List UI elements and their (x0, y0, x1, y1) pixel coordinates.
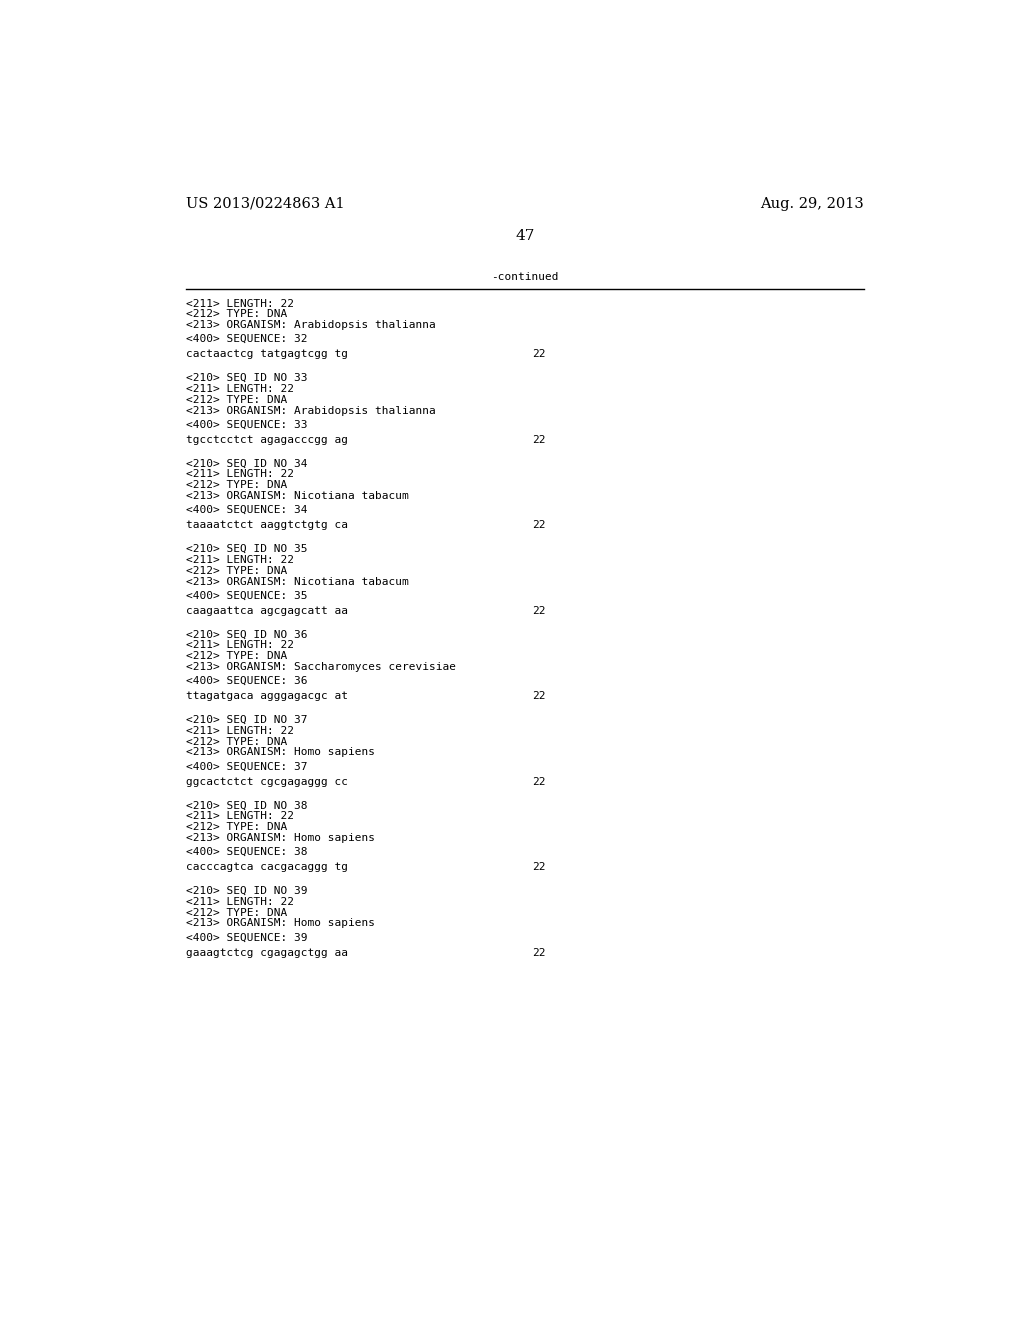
Text: 22: 22 (532, 862, 546, 873)
Text: <212> TYPE: DNA: <212> TYPE: DNA (186, 566, 288, 576)
Text: <400> SEQUENCE: 37: <400> SEQUENCE: 37 (186, 762, 307, 771)
Text: <210> SEQ ID NO 33: <210> SEQ ID NO 33 (186, 374, 307, 383)
Text: <400> SEQUENCE: 38: <400> SEQUENCE: 38 (186, 847, 307, 857)
Text: <210> SEQ ID NO 37: <210> SEQ ID NO 37 (186, 715, 307, 725)
Text: US 2013/0224863 A1: US 2013/0224863 A1 (186, 197, 345, 211)
Text: -continued: -continued (492, 272, 559, 282)
Text: <213> ORGANISM: Homo sapiens: <213> ORGANISM: Homo sapiens (186, 833, 375, 843)
Text: <210> SEQ ID NO 36: <210> SEQ ID NO 36 (186, 630, 307, 640)
Text: <400> SEQUENCE: 35: <400> SEQUENCE: 35 (186, 590, 307, 601)
Text: 22: 22 (532, 434, 546, 445)
Text: 22: 22 (532, 948, 546, 957)
Text: <212> TYPE: DNA: <212> TYPE: DNA (186, 908, 288, 917)
Text: <212> TYPE: DNA: <212> TYPE: DNA (186, 822, 288, 832)
Text: <210> SEQ ID NO 39: <210> SEQ ID NO 39 (186, 886, 307, 896)
Text: ttagatgaca agggagacgc at: ttagatgaca agggagacgc at (186, 692, 348, 701)
Text: <213> ORGANISM: Homo sapiens: <213> ORGANISM: Homo sapiens (186, 747, 375, 758)
Text: cacccagtca cacgacaggg tg: cacccagtca cacgacaggg tg (186, 862, 348, 873)
Text: <400> SEQUENCE: 36: <400> SEQUENCE: 36 (186, 676, 307, 686)
Text: <213> ORGANISM: Arabidopsis thalianna: <213> ORGANISM: Arabidopsis thalianna (186, 321, 436, 330)
Text: <212> TYPE: DNA: <212> TYPE: DNA (186, 480, 288, 490)
Text: <211> LENGTH: 22: <211> LENGTH: 22 (186, 470, 294, 479)
Text: <213> ORGANISM: Saccharomyces cerevisiae: <213> ORGANISM: Saccharomyces cerevisiae (186, 663, 456, 672)
Text: <211> LENGTH: 22: <211> LENGTH: 22 (186, 640, 294, 651)
Text: <211> LENGTH: 22: <211> LENGTH: 22 (186, 298, 294, 309)
Text: <211> LENGTH: 22: <211> LENGTH: 22 (186, 726, 294, 735)
Text: <400> SEQUENCE: 33: <400> SEQUENCE: 33 (186, 420, 307, 429)
Text: <400> SEQUENCE: 39: <400> SEQUENCE: 39 (186, 932, 307, 942)
Text: <210> SEQ ID NO 34: <210> SEQ ID NO 34 (186, 459, 307, 469)
Text: 22: 22 (532, 350, 546, 359)
Text: <211> LENGTH: 22: <211> LENGTH: 22 (186, 384, 294, 393)
Text: 22: 22 (532, 776, 546, 787)
Text: <211> LENGTH: 22: <211> LENGTH: 22 (186, 896, 294, 907)
Text: <211> LENGTH: 22: <211> LENGTH: 22 (186, 812, 294, 821)
Text: <212> TYPE: DNA: <212> TYPE: DNA (186, 309, 288, 319)
Text: <210> SEQ ID NO 35: <210> SEQ ID NO 35 (186, 544, 307, 554)
Text: gaaagtctcg cgagagctgg aa: gaaagtctcg cgagagctgg aa (186, 948, 348, 957)
Text: taaaatctct aaggtctgtg ca: taaaatctct aaggtctgtg ca (186, 520, 348, 531)
Text: <210> SEQ ID NO 38: <210> SEQ ID NO 38 (186, 800, 307, 810)
Text: <213> ORGANISM: Nicotiana tabacum: <213> ORGANISM: Nicotiana tabacum (186, 491, 409, 502)
Text: ggcactctct cgcgagaggg cc: ggcactctct cgcgagaggg cc (186, 776, 348, 787)
Text: <213> ORGANISM: Arabidopsis thalianna: <213> ORGANISM: Arabidopsis thalianna (186, 405, 436, 416)
Text: <213> ORGANISM: Homo sapiens: <213> ORGANISM: Homo sapiens (186, 919, 375, 928)
Text: tgcctcctct agagacccgg ag: tgcctcctct agagacccgg ag (186, 434, 348, 445)
Text: cactaactcg tatgagtcgg tg: cactaactcg tatgagtcgg tg (186, 350, 348, 359)
Text: 22: 22 (532, 520, 546, 531)
Text: <212> TYPE: DNA: <212> TYPE: DNA (186, 737, 288, 747)
Text: <212> TYPE: DNA: <212> TYPE: DNA (186, 651, 288, 661)
Text: <400> SEQUENCE: 32: <400> SEQUENCE: 32 (186, 334, 307, 345)
Text: <211> LENGTH: 22: <211> LENGTH: 22 (186, 554, 294, 565)
Text: caagaattca agcgagcatt aa: caagaattca agcgagcatt aa (186, 606, 348, 615)
Text: 22: 22 (532, 692, 546, 701)
Text: Aug. 29, 2013: Aug. 29, 2013 (761, 197, 864, 211)
Text: <213> ORGANISM: Nicotiana tabacum: <213> ORGANISM: Nicotiana tabacum (186, 577, 409, 586)
Text: <400> SEQUENCE: 34: <400> SEQUENCE: 34 (186, 506, 307, 515)
Text: 22: 22 (532, 606, 546, 615)
Text: 47: 47 (515, 230, 535, 243)
Text: <212> TYPE: DNA: <212> TYPE: DNA (186, 395, 288, 405)
